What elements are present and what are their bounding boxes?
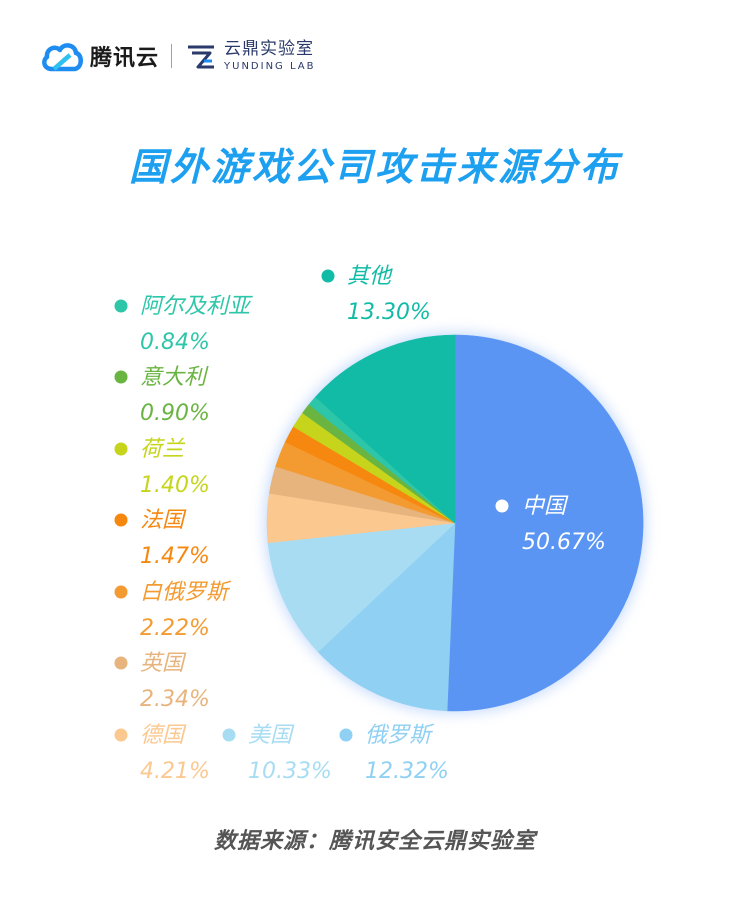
slice-value-0: 50.67% [522,530,606,555]
legend-dot-4 [114,656,128,670]
slice-name-1: 俄罗斯 [365,723,435,748]
slice-name-7: 荷兰 [140,437,186,462]
slice-value-1: 12.32% [365,759,449,784]
slice-name-8: 意大利 [140,365,209,390]
yunding-lab-wordmark: 云鼎实验室 YUNDING LAB [224,38,316,72]
tencent-cloud-wordmark: 腾讯云 [90,46,160,71]
slice-name-6: 法国 [140,508,187,533]
pie-slice-10 [315,334,456,524]
chart-title: 国外游戏公司攻击来源分布 [128,145,621,189]
tencent-cloud-icon [42,43,83,72]
brand-header: 腾讯云 云鼎实验室 YUNDING LAB [40,36,315,76]
slice-name-3: 德国 [140,723,187,748]
legend-dot-3 [114,728,128,742]
pie-slice-2 [267,522,456,653]
legend-dot-2 [222,728,236,742]
slice-name-5: 白俄罗斯 [140,580,232,605]
pie-slices [266,334,644,712]
slice-name-4: 英国 [140,651,187,676]
lab-name-en: YUNDING LAB [224,60,316,72]
slice-value-5: 2.22% [140,616,210,641]
lab-name-cn: 云鼎实验室 [224,38,315,59]
yunding-lab-icon [188,45,215,69]
pie-labels: 中国 50.67% 俄罗斯 12.32% 美国 10.33% 德国 4.21% 英国 2.34% 白… [114,264,606,784]
slice-value-4: 2.34% [140,687,210,712]
slice-value-6: 1.47% [140,544,210,569]
slice-value-10: 13.30% [347,300,431,325]
slice-name-10: 其他 [347,264,393,289]
slice-value-8: 0.90% [140,401,210,426]
pie-slice-1 [317,522,456,712]
legend-dot-7 [114,442,128,456]
slice-name-0: 中国 [522,494,569,519]
slice-value-3: 4.21% [140,759,210,784]
legend-dot-6 [114,513,128,527]
slice-value-2: 10.33% [248,759,332,784]
legend-dot-8 [114,370,128,384]
slice-name-2: 美国 [248,723,295,748]
slice-value-7: 1.40% [140,473,210,498]
brand-divider [171,44,173,68]
legend-dot-10 [321,269,335,283]
pie-slice-0 [446,334,644,712]
legend-dot-1 [339,728,353,742]
legend-dot-5 [114,585,128,599]
slice-value-9: 0.84% [140,330,210,355]
data-source: 数据来源：腾讯安全云鼎实验室 [213,829,536,854]
legend-dot-9 [114,299,128,313]
slice-name-9: 阿尔及利亚 [140,294,253,319]
legend-dot-0 [495,499,509,513]
